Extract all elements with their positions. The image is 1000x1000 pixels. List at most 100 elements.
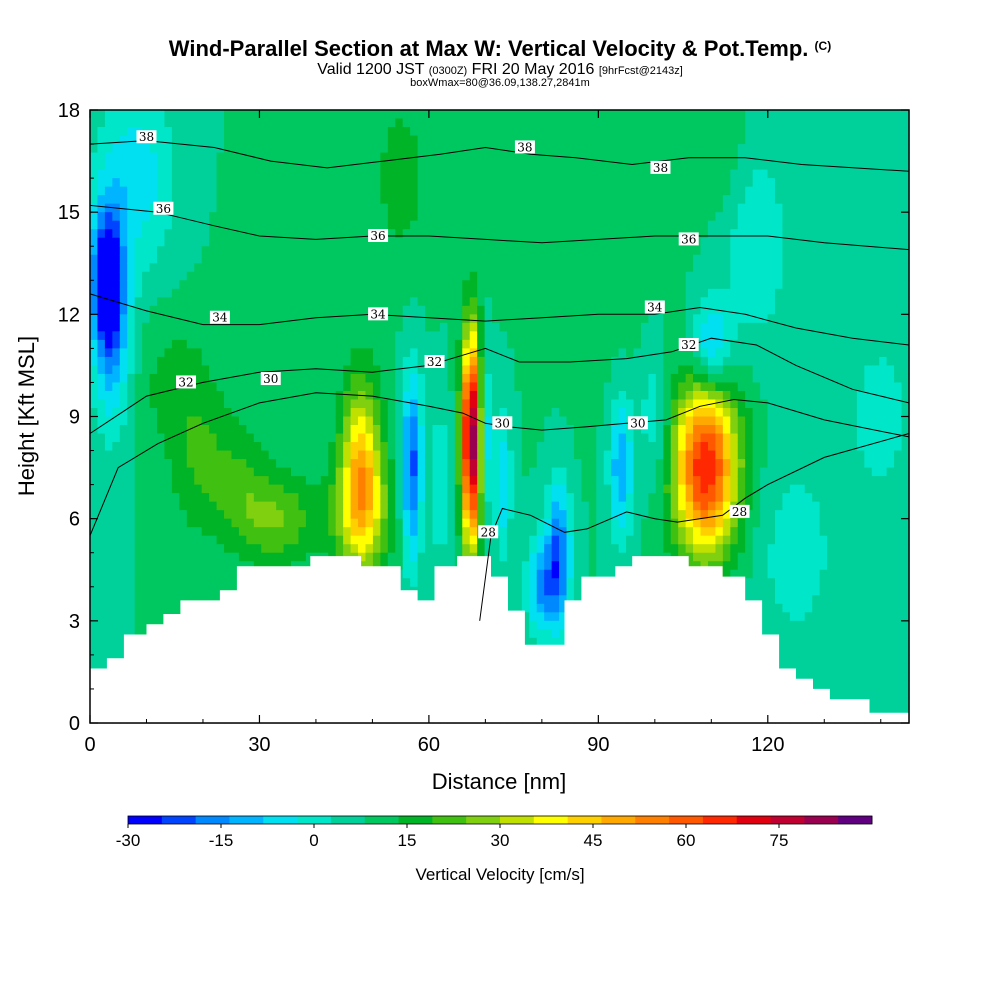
velocity-cell [499, 459, 508, 469]
velocity-cell [365, 178, 374, 188]
velocity-cell [127, 603, 136, 613]
velocity-cell [380, 331, 389, 341]
velocity-cell [387, 271, 396, 281]
velocity-cell [506, 144, 515, 154]
velocity-cell [492, 459, 501, 469]
velocity-cell [432, 110, 441, 120]
velocity-cell [157, 144, 166, 154]
velocity-cell [224, 510, 233, 520]
velocity-cell [544, 178, 553, 188]
velocity-cell [104, 612, 113, 622]
velocity-cell [276, 493, 285, 503]
velocity-cell [484, 144, 493, 154]
velocity-cell [328, 288, 337, 298]
velocity-cell [573, 544, 582, 554]
velocity-cell [291, 416, 300, 426]
velocity-cell [224, 305, 233, 315]
velocity-cell [521, 288, 530, 298]
velocity-cell [521, 331, 530, 341]
velocity-cell [365, 399, 374, 409]
velocity-cell [224, 365, 233, 375]
velocity-cell [209, 476, 218, 486]
velocity-cell [551, 271, 560, 281]
velocity-cell [328, 152, 337, 162]
velocity-cell [142, 578, 151, 588]
velocity-cell [194, 467, 203, 477]
velocity-cell [365, 186, 374, 196]
velocity-cell [238, 407, 247, 418]
velocity-cell [596, 425, 605, 435]
velocity-cell [142, 254, 151, 264]
velocity-cell [402, 339, 411, 349]
velocity-cell [439, 280, 448, 290]
velocity-cell [588, 288, 597, 298]
velocity-cell [328, 544, 337, 554]
velocity-cell [432, 254, 441, 264]
velocity-cell [142, 178, 151, 188]
velocity-cell [365, 144, 374, 154]
velocity-cell [596, 186, 605, 196]
velocity-cell [551, 195, 560, 205]
velocity-cell [104, 501, 113, 511]
velocity-cell [447, 161, 456, 171]
velocity-cell [358, 229, 367, 239]
velocity-cell [559, 220, 568, 230]
velocity-cell [469, 365, 478, 375]
velocity-cell [283, 527, 292, 537]
velocity-cell [551, 212, 560, 222]
velocity-cell [112, 407, 121, 418]
velocity-cell [536, 254, 545, 264]
velocity-cell [439, 110, 448, 120]
velocity-cell [90, 459, 99, 469]
velocity-cell [506, 527, 515, 537]
velocity-cell [573, 331, 582, 341]
velocity-cell [566, 407, 575, 418]
velocity-cell [380, 110, 389, 120]
velocity-cell [402, 390, 411, 401]
velocity-cell [194, 110, 203, 120]
velocity-cell [201, 246, 210, 256]
velocity-cell [506, 229, 515, 239]
velocity-cell [477, 271, 486, 281]
velocity-cell [104, 118, 113, 128]
velocity-cell [97, 373, 106, 384]
velocity-cell [246, 212, 255, 222]
velocity-cell [291, 467, 300, 477]
velocity-cell [142, 339, 151, 349]
velocity-cell [253, 467, 262, 477]
velocity-cell [387, 246, 396, 256]
velocity-cell [372, 110, 381, 120]
velocity-cell [201, 220, 210, 230]
velocity-cell [514, 271, 523, 281]
velocity-cell [536, 629, 545, 639]
velocity-cell [514, 229, 523, 239]
velocity-cell [104, 322, 113, 332]
velocity-cell [529, 407, 538, 418]
velocity-cell [298, 518, 307, 528]
velocity-cell [216, 527, 225, 537]
velocity-cell [380, 297, 389, 307]
velocity-cell [268, 561, 277, 571]
velocity-cell [432, 348, 441, 358]
velocity-cell [410, 527, 419, 537]
velocity-cell [477, 535, 486, 545]
velocity-cell [305, 493, 314, 503]
velocity-cell [536, 365, 545, 375]
velocity-cell [171, 297, 180, 307]
velocity-cell [127, 416, 136, 426]
velocity-cell [551, 510, 560, 520]
velocity-cell [231, 561, 240, 571]
velocity-cell [224, 288, 233, 298]
velocity-cell [573, 442, 582, 452]
velocity-cell [492, 569, 501, 579]
velocity-cell [477, 169, 486, 179]
velocity-cell [536, 459, 545, 469]
velocity-cell [372, 127, 381, 137]
velocity-cell [410, 297, 419, 307]
velocity-cell [186, 195, 195, 205]
velocity-cell [596, 416, 605, 426]
velocity-cell [469, 544, 478, 554]
velocity-cell [276, 450, 285, 460]
velocity-cell [529, 552, 538, 562]
velocity-cell [119, 322, 128, 332]
